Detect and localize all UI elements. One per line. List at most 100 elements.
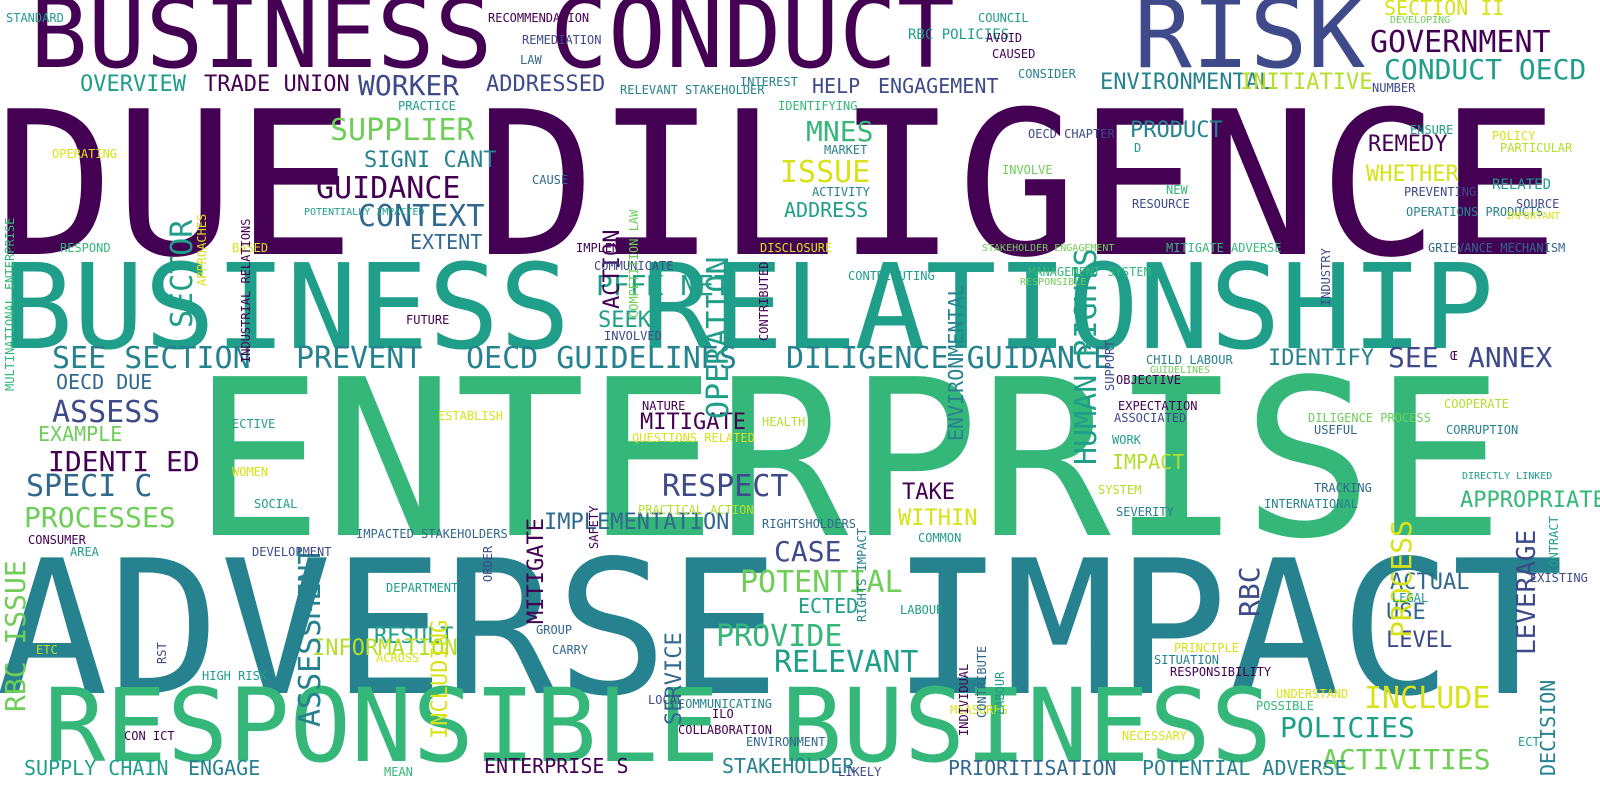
cloud-word: IDENTIFY <box>1268 346 1374 371</box>
cloud-word: CORRUPTION <box>1446 423 1519 437</box>
cloud-word: ENGAGE <box>188 756 261 780</box>
cloud-word: OPERATIONS PRODUCTS <box>1406 205 1544 219</box>
cloud-word: RESULT <box>374 624 454 649</box>
cloud-word: NATURE <box>642 399 686 413</box>
cloud-word: REMEDIATION <box>522 33 602 47</box>
cloud-word: NUMBER <box>1372 81 1416 95</box>
cloud-word: INVOLVE <box>1002 163 1053 177</box>
cloud-word: ENVIRONMENT <box>746 735 826 749</box>
cloud-word: RBC ISSUE <box>0 560 32 712</box>
cloud-word: SUPPLY CHAIN <box>24 756 169 780</box>
cloud-word: DECISION <box>1536 679 1560 776</box>
cloud-word: COLLABORATION <box>678 723 772 737</box>
cloud-word: RESOURCE <box>1132 197 1190 211</box>
cloud-word: Œ <box>1450 349 1458 363</box>
cloud-word: STAKEHOLDER <box>722 754 855 778</box>
cloud-word: GROUP <box>536 623 573 637</box>
cloud-word: CASE <box>774 535 842 568</box>
cloud-word: MNES <box>806 115 874 148</box>
cloud-word: D <box>1134 141 1142 155</box>
cloud-word: OVERVIEW <box>80 72 186 97</box>
cloud-word: IDENTIFYING <box>778 99 858 113</box>
cloud-word: RELEVANT <box>774 645 919 680</box>
cloud-word: PRACTICE <box>398 99 456 113</box>
cloud-word: RISK <box>1134 0 1366 90</box>
cloud-word: OECD CHAPTER <box>1028 127 1115 141</box>
cloud-word: ENGAGEMENT <box>878 74 999 98</box>
cloud-word: IMPACTED STAKEHOLDERS <box>356 527 508 541</box>
cloud-word: WOMEN <box>232 465 269 479</box>
cloud-word: ADDRESS <box>784 198 869 222</box>
cloud-word: MITIGATE <box>524 518 549 624</box>
cloud-word: ACTUAL <box>1390 570 1470 595</box>
cloud-word: RESPECT <box>662 469 789 504</box>
cloud-word: LOCAL <box>648 693 685 707</box>
cloud-word: SUPPORT <box>1103 340 1117 391</box>
cloud-word: CONTRACT <box>1547 516 1561 574</box>
cloud-word: COMMUNICATE <box>594 259 674 273</box>
cloud-word: CONSIDER <box>1018 67 1076 81</box>
cloud-word: HEALTH <box>762 415 806 429</box>
cloud-word: MANAGEMENT SYSTEM <box>1028 265 1151 279</box>
cloud-word: ECT <box>1518 735 1540 749</box>
cloud-word: LIKELY <box>838 765 882 779</box>
cloud-word: POTENTIALLY IMPACTED <box>304 207 425 218</box>
cloud-word: INFORMATION <box>312 636 458 661</box>
cloud-word: SECTOR <box>165 219 200 328</box>
cloud-word: PRIORITISATION <box>948 756 1117 780</box>
cloud-word: PFFK NET <box>596 269 731 302</box>
cloud-word: FUTURE <box>406 313 450 327</box>
cloud-word: CONTRIBUTE <box>975 645 989 718</box>
cloud-word: ADDRESSED <box>486 72 606 97</box>
cloud-word: WHETHER <box>1366 162 1459 187</box>
cloud-word: OBJECTIVE <box>1116 373 1182 387</box>
cloud-word: IMPLEMENTATION <box>544 510 730 535</box>
cloud-word: INTERNATIONAL <box>1264 497 1358 511</box>
cloud-word: INDIVIDUAL <box>957 663 971 736</box>
cloud-word: INCLUDING <box>428 619 453 739</box>
cloud-word: SITUATION <box>1154 653 1220 667</box>
cloud-word: RELEVANT STAKEHOLDER <box>620 83 765 97</box>
cloud-word: COUNCIL <box>978 11 1029 25</box>
cloud-word: RECOMMENDATION <box>488 11 590 25</box>
cloud-word: SEVERITY <box>1116 505 1174 519</box>
cloud-word: INDUSTRY <box>1319 248 1333 306</box>
cloud-word: SPECI C <box>26 469 153 504</box>
cloud-word: HIGH RISK <box>202 669 268 683</box>
cloud-word: CONDUCT OECD <box>1384 53 1587 86</box>
cloud-word: MEASURES <box>950 703 1008 717</box>
cloud-word: APPROPRIATE <box>1460 488 1600 513</box>
cloud-word: RIGHTS IMPACT <box>855 528 869 622</box>
cloud-word: SECTION II <box>1384 0 1505 20</box>
cloud-word: SYSTEM <box>1098 483 1142 497</box>
cloud-word: POLICIES <box>1280 711 1415 744</box>
cloud-word: SEE <box>1388 341 1439 374</box>
cloud-word: DEVELOPMENT <box>252 545 332 559</box>
cloud-word: ASSOCIATED <box>1114 411 1187 425</box>
cloud-word: SAFETY <box>587 505 601 549</box>
cloud-word: ORDER <box>481 545 495 582</box>
cloud-word: RST <box>155 642 169 664</box>
cloud-word: OPERATION <box>701 256 736 419</box>
cloud-word: LEVEL <box>1386 628 1453 653</box>
cloud-word: ECTIVE <box>232 417 276 431</box>
cloud-word: CONTRIBUTED <box>757 261 771 341</box>
cloud-word: ENVIRONMENTAL <box>944 284 968 441</box>
cloud-word: IDENTI ED <box>48 445 200 478</box>
cloud-word: DISCLOSURE <box>760 241 833 255</box>
cloud-word: ENSURE <box>1410 123 1454 137</box>
cloud-word: IMPORTANT <box>1506 211 1561 222</box>
cloud-word: USE <box>1386 600 1426 625</box>
cloud-word: PRODUCT <box>1130 118 1223 143</box>
cloud-word: CAUSED <box>992 47 1036 61</box>
cloud-word: MULTINATIONAL ENTERPRISE <box>3 217 17 391</box>
cloud-word: INDUSTRIAL RELATIONS <box>239 218 253 364</box>
cloud-word: COMMUNICATING <box>678 697 772 711</box>
cloud-word: INVOLVED <box>604 329 662 343</box>
cloud-word: CAUSE <box>532 173 569 187</box>
cloud-word: BASED <box>232 241 269 255</box>
cloud-word: ENTERPRISE S <box>484 754 629 778</box>
cloud-word: RELATED <box>1492 177 1552 193</box>
cloud-word: WITHIN <box>898 506 978 531</box>
cloud-word: INCLUDE <box>1364 681 1491 716</box>
